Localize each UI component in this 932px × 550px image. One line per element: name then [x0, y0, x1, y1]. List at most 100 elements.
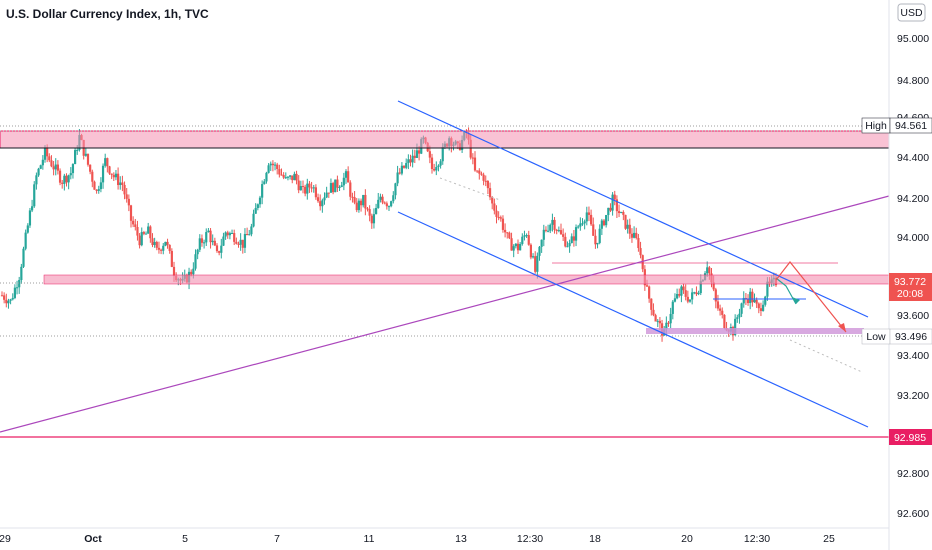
time-axis[interactable]: 29 Oct 5 7 11 13 12:30 18 20 12:30 25 [0, 527, 889, 545]
candle [579, 217, 582, 231]
low-value-box [889, 328, 932, 345]
candle-body [523, 235, 526, 237]
candle-body [605, 215, 608, 226]
candle-body [684, 290, 687, 297]
plot-area[interactable] [0, 127, 778, 342]
low-zone[interactable] [646, 328, 864, 334]
candle-body [402, 165, 406, 168]
candle [368, 205, 371, 222]
candle [759, 302, 763, 317]
candle [626, 219, 629, 234]
candle [342, 172, 345, 191]
candle-body [69, 173, 72, 176]
candle-body [340, 185, 343, 188]
candle-body [585, 212, 588, 222]
candle-body [583, 221, 586, 224]
candle-body [712, 282, 715, 290]
candle-body [76, 149, 79, 151]
candle [493, 198, 496, 215]
candle [390, 200, 393, 208]
channel-lower-line[interactable] [397, 211, 869, 428]
candle [164, 241, 167, 247]
candle [413, 149, 416, 164]
candle-body [86, 153, 90, 165]
candle-body [590, 214, 593, 225]
currency-label: USD [900, 7, 923, 19]
candle [74, 148, 77, 165]
candle-body [28, 210, 32, 226]
candle [224, 231, 227, 240]
channel-upper-line[interactable] [397, 100, 869, 318]
candle-body [656, 320, 659, 322]
x-tick-label: 18 [589, 533, 601, 545]
candle [22, 246, 25, 269]
candle-body [641, 255, 644, 270]
candle-body [104, 158, 107, 166]
candle [686, 290, 689, 304]
candle-body [164, 241, 167, 246]
candle [495, 205, 498, 224]
candle [211, 234, 214, 246]
candle-body [222, 236, 225, 246]
candle [117, 167, 120, 190]
candle [736, 314, 739, 323]
resistance-zone[interactable] [0, 130, 890, 149]
candle-body [9, 299, 12, 301]
candle-body [357, 200, 360, 211]
candle [263, 178, 266, 185]
red-projection-arrow[interactable] [775, 261, 847, 333]
candle [402, 165, 406, 169]
candle [246, 227, 249, 236]
rising-trendline[interactable] [0, 195, 890, 433]
candle-body [129, 205, 133, 221]
candle [147, 222, 150, 234]
candle [99, 177, 102, 193]
candle [86, 153, 90, 167]
candle-body [439, 161, 442, 166]
candle [476, 170, 479, 173]
candle-body [650, 298, 653, 310]
candle [321, 198, 324, 213]
x-tick-label: 13 [455, 533, 467, 545]
candle-body [381, 196, 384, 203]
candle [357, 198, 360, 213]
candle-body [190, 271, 193, 275]
candle [140, 227, 143, 247]
candle-body [162, 245, 165, 251]
candle-body [697, 293, 700, 295]
candle [746, 294, 750, 306]
candle-body [693, 292, 696, 294]
candle-body [327, 192, 330, 194]
candle-body [84, 153, 87, 156]
candle-body [35, 175, 38, 185]
candle-body [218, 251, 221, 253]
candle [570, 233, 573, 244]
candle-body [117, 173, 120, 186]
candle-body [41, 159, 44, 166]
candle [48, 153, 51, 163]
candle [667, 321, 670, 327]
drawings-layer [0, 100, 890, 438]
candle [35, 172, 38, 190]
x-tick-label: 29 [0, 533, 11, 545]
candle-body [160, 249, 163, 251]
candle [633, 226, 636, 239]
candle [706, 261, 709, 277]
candle-body [338, 187, 341, 189]
candle-body [301, 186, 305, 188]
currency-button[interactable]: USD [897, 3, 926, 22]
candle [362, 194, 365, 208]
candle-body [144, 233, 148, 235]
support-zone[interactable] [43, 274, 890, 285]
candle [714, 287, 717, 309]
candle [400, 162, 403, 176]
candle-body [413, 155, 416, 158]
candle-body [336, 179, 339, 188]
candle-body [506, 232, 509, 234]
candle [654, 313, 657, 322]
candle-body [510, 238, 513, 251]
candle [301, 180, 305, 194]
candle [329, 178, 333, 193]
candle-body [762, 304, 765, 311]
candle [740, 302, 743, 318]
